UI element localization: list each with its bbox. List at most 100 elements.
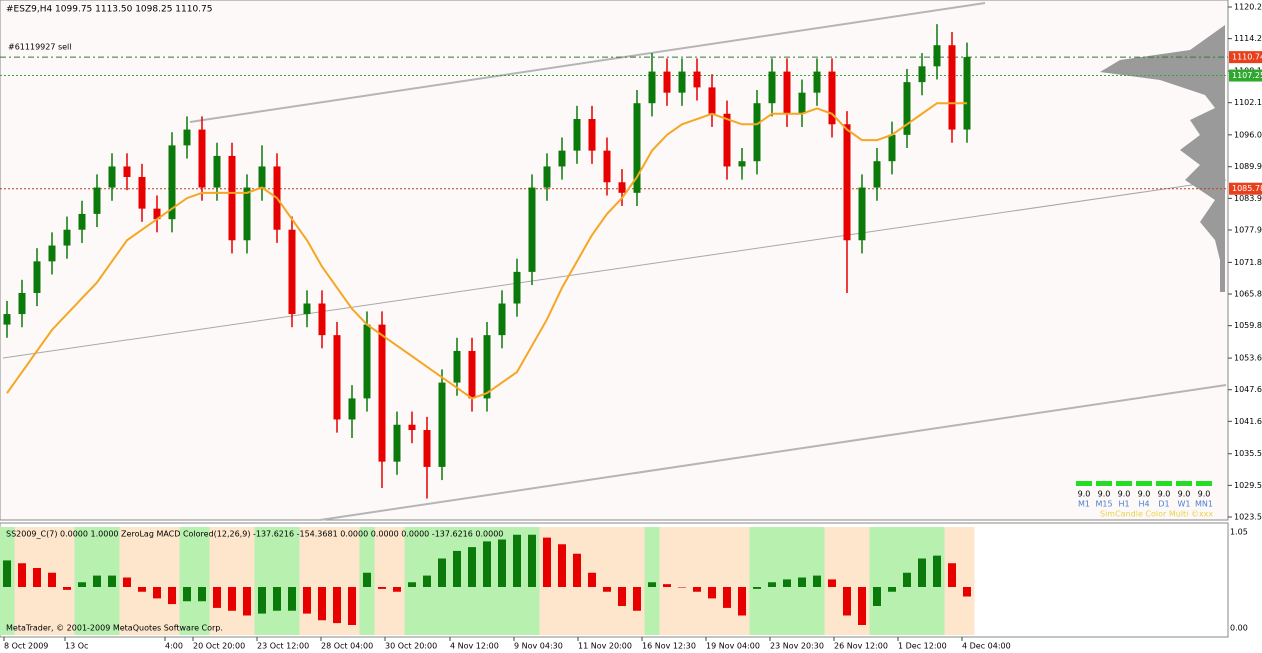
macd-bar — [108, 575, 116, 587]
candle-body — [348, 398, 356, 420]
macd-bar — [738, 587, 746, 616]
macd-bar — [198, 587, 206, 602]
macd-bar — [3, 560, 11, 587]
indicator-zone — [659, 527, 675, 635]
candle-body — [933, 45, 941, 67]
y-tick-label: 1077.95 — [1234, 225, 1262, 234]
timeframe-bar — [1116, 481, 1132, 486]
macd-bar — [723, 587, 731, 608]
candle-body — [18, 292, 26, 315]
y-tick-label: 1102.10 — [1234, 98, 1262, 107]
y-tick-label: 1096.00 — [1234, 130, 1262, 139]
candle-body — [813, 71, 821, 93]
candle-body — [333, 335, 341, 420]
macd-bar — [288, 587, 296, 611]
macd-bar — [678, 587, 686, 588]
indicator-zone — [149, 527, 165, 635]
candle-body — [393, 424, 401, 462]
candle-body — [693, 71, 701, 88]
candle-body — [213, 155, 221, 188]
timeframe-value: 9.0 — [1078, 490, 1091, 499]
order-label: #61119927 sell — [8, 43, 72, 52]
y-tick-label: 1041.65 — [1234, 417, 1262, 426]
x-tick-label: 23 Oct 12:00 — [257, 642, 309, 651]
macd-bar — [33, 568, 41, 587]
macd-bar — [378, 587, 386, 589]
candle-body — [618, 182, 626, 193]
indicator-zone — [689, 527, 705, 635]
candle-body — [633, 103, 641, 193]
volume-profile — [1100, 25, 1225, 292]
candle-body — [303, 303, 311, 315]
candle-body — [378, 324, 386, 462]
x-tick-label: 26 Nov 12:00 — [834, 642, 888, 651]
x-tick-label: 13 Oc — [65, 642, 88, 651]
macd-bar — [318, 587, 326, 621]
candle-body — [543, 166, 551, 188]
x-tick-label: 11 Nov 20:00 — [578, 642, 632, 651]
macd-bar — [888, 587, 896, 592]
macd-bar — [93, 575, 101, 587]
symbol-title: #ESZ9,H4 1099.75 1113.50 1098.25 1110.75 — [6, 5, 213, 15]
candle-body — [828, 71, 836, 125]
timeframe-bar — [1096, 481, 1112, 486]
candle-body — [603, 150, 611, 183]
macd-bar — [858, 587, 866, 625]
macd-bar — [933, 555, 941, 587]
macd-bar — [138, 587, 146, 592]
x-tick-label: 16 Nov 12:30 — [642, 642, 696, 651]
indicator-zone — [404, 527, 420, 635]
indicator-zone — [254, 527, 270, 635]
candle-body — [468, 350, 476, 399]
indicator-zone — [389, 527, 405, 635]
macd-bar — [648, 582, 656, 587]
macd-bar — [78, 582, 86, 587]
macd-bar — [213, 587, 221, 608]
indicator-axis-label: 1.05 — [1230, 528, 1248, 537]
indicator-zone — [884, 527, 900, 635]
candle-body — [288, 229, 296, 315]
indicator-zone — [959, 527, 975, 635]
x-tick-label: 23 Nov 20:30 — [770, 642, 824, 651]
indicator-zone — [179, 527, 195, 635]
candle-body — [873, 161, 881, 188]
indicator-zone — [374, 527, 390, 635]
indicator-zone — [629, 527, 645, 635]
candle-body — [228, 155, 236, 241]
price-box-label: 1107.25 — [1232, 71, 1262, 80]
x-tick-label: 9 Nov 04:30 — [514, 642, 563, 651]
timeframe-value: 9.0 — [1118, 490, 1131, 499]
indicator-zone — [599, 527, 615, 635]
macd-bar — [498, 539, 506, 587]
macd-bar — [243, 587, 251, 616]
macd-bar — [48, 572, 56, 587]
indicator-zone — [734, 527, 750, 635]
candle-body — [513, 271, 521, 304]
y-tick-label: 1120.25 — [1234, 3, 1262, 12]
x-tick-label: 4 Nov 12:00 — [450, 642, 499, 651]
candle-body — [363, 324, 371, 399]
main-panel — [0, 0, 1229, 521]
macd-bar — [18, 563, 26, 587]
timeframe-name: MN1 — [1195, 500, 1213, 509]
candle-body — [33, 261, 41, 293]
macd-bar — [558, 544, 566, 587]
candle-body — [108, 166, 116, 188]
timeframe-bar — [1136, 481, 1152, 486]
macd-bar — [768, 582, 776, 587]
candle-body — [498, 303, 506, 336]
macd-bar — [963, 587, 971, 597]
timeframe-bar — [1076, 481, 1092, 486]
candle-body — [963, 57, 971, 130]
y-tick-label: 1023.50 — [1234, 512, 1262, 521]
indicator-zone — [614, 527, 630, 635]
trend-line — [2, 179, 1227, 359]
candle-body — [123, 166, 131, 178]
macd-bar — [438, 558, 446, 587]
moving-average — [6, 102, 967, 400]
candle-body — [483, 335, 491, 399]
candle-body — [48, 245, 56, 262]
y-tick-label: 1065.80 — [1234, 290, 1262, 299]
timeframe-bar — [1156, 481, 1172, 486]
macd-bar — [693, 587, 701, 592]
